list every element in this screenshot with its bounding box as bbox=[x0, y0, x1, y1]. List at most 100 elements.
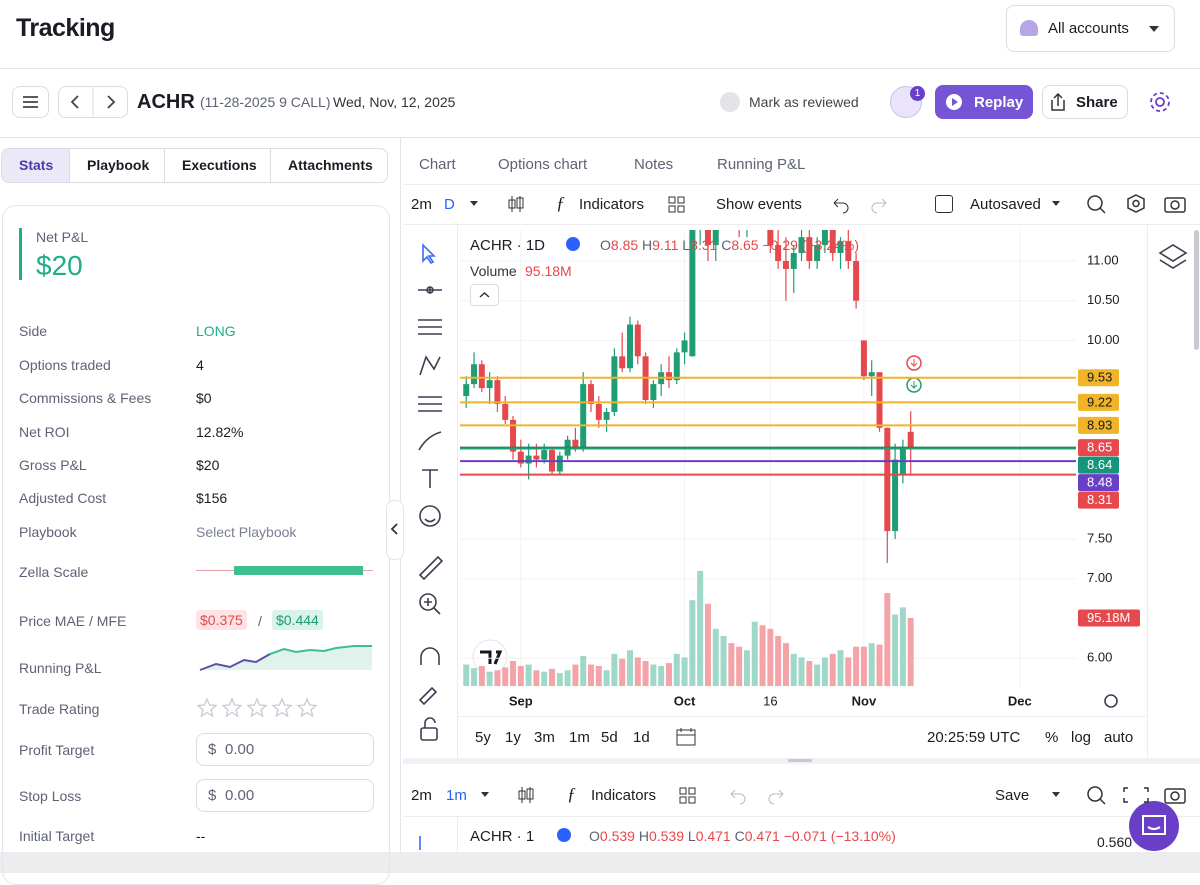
goto-date[interactable] bbox=[675, 726, 697, 748]
range[interactable]: 1m bbox=[446, 787, 467, 804]
candle-icon[interactable] bbox=[505, 193, 527, 215]
volume-label: Volume bbox=[470, 263, 517, 279]
ohlc-key: L bbox=[682, 237, 691, 253]
volume-bar bbox=[876, 644, 883, 686]
tab-sep bbox=[69, 149, 70, 182]
volume-bar bbox=[502, 667, 509, 686]
profit-target-input[interactable] bbox=[196, 733, 374, 766]
review-check[interactable] bbox=[720, 92, 740, 112]
avatar-badge: 1 bbox=[910, 86, 925, 101]
autosave[interactable]: Autosaved bbox=[970, 196, 1041, 213]
candle-body bbox=[650, 384, 657, 401]
nav-buttons[interactable] bbox=[58, 86, 128, 118]
playbook-select[interactable]: Select Playbook bbox=[196, 524, 297, 540]
volume-bar bbox=[494, 670, 501, 686]
volume-bar bbox=[798, 657, 805, 686]
pnl-label: Net P&L bbox=[36, 229, 89, 245]
range-button[interactable]: 1m bbox=[569, 729, 590, 746]
volume-bar bbox=[743, 650, 750, 686]
y-tick-label: 7.50 bbox=[1087, 530, 1112, 545]
range-button[interactable]: 1d bbox=[633, 729, 650, 746]
caret bbox=[470, 201, 478, 210]
candle-body bbox=[837, 241, 844, 254]
volume-bar bbox=[486, 671, 493, 686]
stat-label: Price MAE / MFE bbox=[19, 613, 127, 629]
x-tick-label: Nov bbox=[852, 693, 877, 708]
chart-tab[interactable]: Running P&L bbox=[717, 156, 806, 173]
volume-bar bbox=[821, 657, 828, 686]
range-button[interactable]: 3m bbox=[534, 729, 555, 746]
caret bbox=[1149, 26, 1159, 37]
volume-bar bbox=[782, 643, 789, 686]
volume-bar bbox=[510, 660, 517, 686]
candle-body bbox=[471, 364, 478, 385]
chart-tab[interactable]: Chart bbox=[419, 156, 456, 173]
review-label[interactable]: Mark as reviewed bbox=[749, 94, 859, 110]
ohlc-value: 8.85 bbox=[610, 237, 639, 253]
undo-redo[interactable] bbox=[727, 786, 787, 806]
page-title: Tracking bbox=[16, 14, 115, 42]
volume-bar bbox=[587, 664, 594, 686]
interval[interactable]: 2m bbox=[411, 196, 432, 213]
collapse-legend[interactable] bbox=[470, 284, 499, 306]
candle-body bbox=[665, 372, 672, 381]
stat-value: LONG bbox=[196, 323, 236, 339]
stat-label: Running P&L bbox=[19, 660, 102, 676]
layout-icon[interactable] bbox=[667, 195, 687, 215]
indicators[interactable]: Indicators bbox=[579, 196, 645, 213]
volume-bar bbox=[595, 665, 602, 686]
pnl-value: $20 bbox=[36, 250, 83, 281]
share-button[interactable] bbox=[1042, 85, 1128, 119]
autosave-checkbox[interactable] bbox=[935, 195, 953, 213]
volume-bar bbox=[720, 635, 727, 686]
range-button[interactable]: 1y bbox=[505, 729, 521, 746]
settings-icon[interactable] bbox=[1149, 91, 1171, 113]
tab[interactable]: Executions bbox=[182, 157, 257, 173]
save[interactable]: Save bbox=[995, 787, 1030, 804]
percent-toggle[interactable]: % bbox=[1045, 729, 1059, 746]
share-label: Share bbox=[1076, 94, 1118, 111]
auto-toggle[interactable]: auto bbox=[1104, 729, 1134, 746]
caret bbox=[481, 792, 489, 801]
volume-bar bbox=[790, 653, 797, 686]
tool-icons bbox=[418, 243, 1188, 850]
fx-icon: ƒ bbox=[556, 193, 565, 213]
clock: 20:25:59 UTC bbox=[927, 729, 1021, 746]
volume-bar bbox=[478, 665, 485, 686]
indicators[interactable]: Indicators bbox=[591, 787, 657, 804]
stop-loss-input[interactable] bbox=[196, 779, 374, 812]
log-toggle[interactable]: log bbox=[1071, 729, 1092, 746]
collapse-button[interactable] bbox=[386, 500, 404, 560]
tab[interactable]: Stats bbox=[19, 157, 54, 173]
tab[interactable]: Playbook bbox=[87, 157, 150, 173]
undo-redo[interactable] bbox=[830, 195, 890, 215]
account-label: All accounts bbox=[1048, 20, 1129, 37]
chat-button[interactable] bbox=[1129, 801, 1179, 851]
tab[interactable]: Attachments bbox=[288, 157, 373, 173]
chat-icon bbox=[1142, 815, 1166, 835]
menu-button[interactable] bbox=[12, 86, 49, 118]
candle-body bbox=[868, 372, 875, 377]
range-button[interactable]: 5d bbox=[601, 729, 618, 746]
ohlc-value: 8.31 bbox=[690, 237, 718, 253]
candle-body bbox=[580, 384, 587, 448]
ohlc-value: 0.471 bbox=[695, 828, 731, 844]
candle-body bbox=[541, 450, 548, 460]
toolbar-icons[interactable] bbox=[1085, 192, 1195, 216]
ohlc-change: −0.29 (−3.24%) bbox=[762, 237, 859, 253]
rating-stars[interactable] bbox=[196, 697, 326, 719]
toolbar-icons[interactable] bbox=[1085, 783, 1195, 807]
range[interactable]: D bbox=[444, 196, 455, 213]
interval[interactable]: 2m bbox=[411, 787, 432, 804]
volume-bar bbox=[665, 663, 672, 686]
ohlc-key: H bbox=[642, 237, 653, 253]
layout-icon[interactable] bbox=[678, 786, 698, 806]
candle-icon[interactable] bbox=[515, 784, 537, 806]
chart-tab[interactable]: Notes bbox=[634, 156, 674, 173]
range-button[interactable]: 5y bbox=[475, 729, 491, 746]
volume-bar bbox=[829, 653, 836, 686]
level-tag bbox=[1078, 439, 1119, 457]
chart-tab[interactable]: Options chart bbox=[498, 156, 588, 173]
x-tick-label: 16 bbox=[763, 693, 777, 708]
show-events[interactable]: Show events bbox=[716, 196, 802, 213]
